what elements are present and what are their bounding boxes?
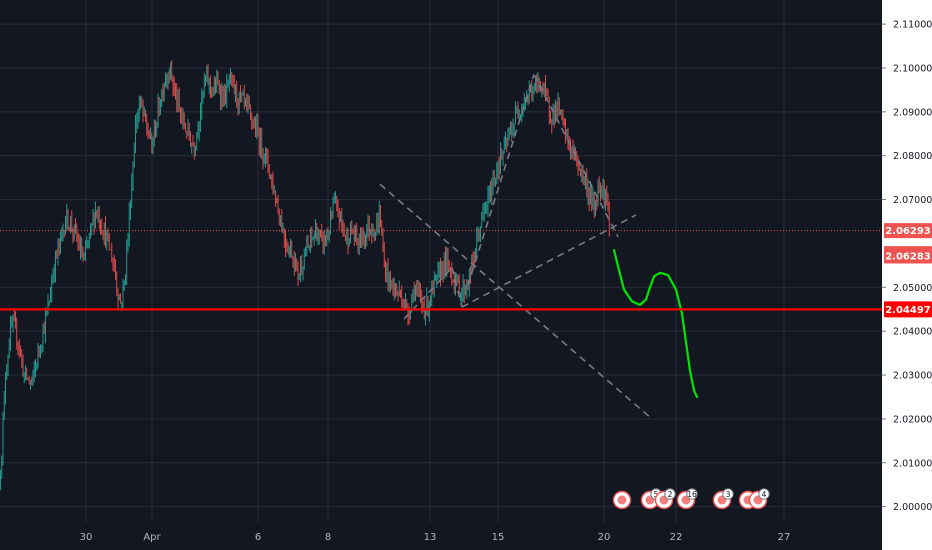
- x-axis-background: [0, 522, 882, 550]
- event-count: 16: [687, 490, 697, 499]
- y-tick-label: 2.02000: [893, 414, 932, 425]
- trendline: [467, 74, 535, 286]
- y-tick-label: 2.09000: [893, 107, 932, 118]
- event-count: 3: [726, 490, 731, 499]
- event-count: 2: [668, 490, 673, 499]
- y-axis[interactable]: 2.11000 2.10000 2.09000 2.08000 2.07000 2.050…: [882, 0, 932, 550]
- event-marker[interactable]: 2: [654, 488, 676, 510]
- y-tick-label: 2.04000: [893, 327, 932, 338]
- y-tick-label: 2.10000: [893, 63, 932, 74]
- support-price-tag: 2.04497: [885, 305, 931, 316]
- y-tick-label: 2.08000: [893, 151, 932, 162]
- support-price-tag-bg: [884, 301, 932, 318]
- event-marker[interactable]: 3: [712, 488, 734, 510]
- y-tick-label: 2.05000: [893, 283, 932, 294]
- current-price-tag-bg: [884, 223, 932, 239]
- event-marker[interactable]: 4: [748, 488, 770, 510]
- event-markers[interactable]: 5 2 16 3 4: [612, 488, 770, 510]
- trendline: [533, 74, 619, 238]
- x-tick-label: 6: [255, 532, 261, 543]
- x-tick-label: 20: [598, 532, 611, 543]
- x-tick-label: 15: [492, 532, 505, 543]
- y-tick-label: 2.03000: [893, 371, 932, 382]
- x-tick-label: 27: [778, 532, 791, 543]
- bid-price-tag-bg: [884, 248, 932, 264]
- trendlines[interactable]: [379, 74, 653, 420]
- event-count-badge: [722, 488, 734, 500]
- x-tick-label: 30: [80, 532, 93, 543]
- x-tick-label: 8: [325, 532, 331, 543]
- y-tick-label: 2.00000: [893, 502, 932, 513]
- event-marker[interactable]: 16: [676, 488, 698, 510]
- event-marker[interactable]: [612, 490, 632, 510]
- x-tick-label: Apr: [143, 532, 161, 543]
- x-tick-label: 22: [670, 532, 683, 543]
- current-price-tag: 2.06293: [885, 226, 931, 237]
- trendline: [451, 267, 463, 308]
- bid-price-tag: 2.06283: [885, 252, 931, 263]
- event-count: 4: [762, 490, 767, 499]
- event-count: 5: [654, 490, 659, 499]
- candlestick-series: [0, 60, 610, 491]
- price-levels: [0, 230, 882, 311]
- event-count-badge: [664, 488, 676, 500]
- x-axis: 30 Apr 6 8 13 15 20 22 27: [0, 522, 882, 550]
- chart-grid: [0, 0, 882, 522]
- event-marker[interactable]: 5: [640, 488, 662, 510]
- x-tick-label: 13: [424, 532, 437, 543]
- forecast-curve: [612, 248, 699, 399]
- y-tick-label: 2.11000: [893, 20, 932, 31]
- y-axis-background: [882, 0, 932, 550]
- event-count-badge: [758, 488, 770, 500]
- forecast-line: [612, 248, 699, 399]
- event-count-badge: [686, 488, 698, 500]
- event-flag-core: [617, 495, 627, 505]
- trendline: [461, 214, 637, 308]
- y-tick-label: 2.07000: [893, 195, 932, 206]
- y-tick-label: 2.01000: [893, 458, 932, 469]
